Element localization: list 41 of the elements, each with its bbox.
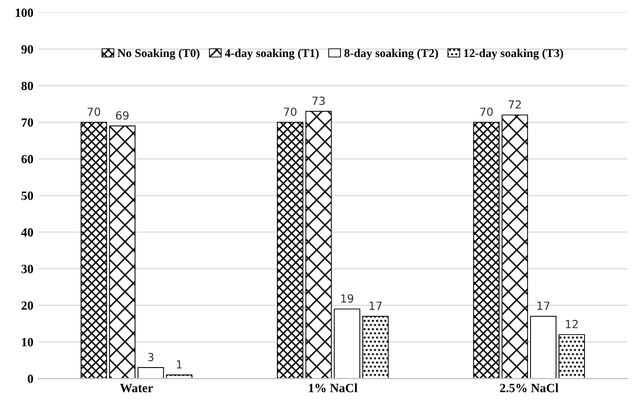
y-tick-label: 100	[16, 8, 34, 17]
y-tick-label: 80	[21, 82, 34, 90]
bar	[530, 316, 556, 379]
bar	[334, 308, 360, 379]
y-tick-label: 60	[21, 154, 34, 164]
legend-label: No Soaking (T0)	[118, 48, 200, 60]
data-label: 19	[341, 294, 354, 303]
legend-label: 12-day soaking (T3)	[464, 48, 564, 60]
x-tick-label: Water	[120, 384, 153, 392]
bar	[362, 316, 389, 379]
x-tick-label: 2.5% NaCl	[500, 383, 558, 392]
y-tick-label: 20	[22, 301, 34, 310]
data-label: 17	[370, 302, 382, 310]
bar	[276, 122, 304, 379]
legend-label: 8-day soaking (T2)	[344, 48, 438, 60]
data-label: 3	[148, 352, 154, 362]
y-tick-label: 10	[22, 338, 34, 346]
bar	[305, 110, 332, 379]
bar	[473, 122, 500, 379]
data-label: 73	[312, 96, 325, 105]
bar	[109, 126, 136, 379]
y-tick-label: 70	[22, 118, 34, 127]
bar	[80, 122, 108, 379]
y-tick-label: 90	[21, 45, 34, 54]
x-tick-label: 1% NaCl	[308, 383, 358, 392]
data-label: 17	[537, 302, 550, 310]
bar	[138, 367, 164, 379]
legend-label: 4-day soaking (T1)	[224, 48, 319, 60]
data-label: 70	[88, 108, 100, 116]
data-label: 69	[116, 111, 129, 120]
bar	[558, 334, 585, 379]
data-label: 70	[480, 108, 493, 116]
y-tick-label: 0	[28, 374, 34, 384]
bar	[502, 114, 528, 379]
data-label: 72	[508, 100, 521, 109]
y-tick-label: 40	[21, 228, 34, 237]
data-label: 1	[176, 360, 182, 368]
data-label: 70	[284, 108, 296, 116]
y-tick-label: 50	[22, 192, 34, 200]
y-tick-label: 30	[22, 264, 34, 274]
data-label: 12	[566, 320, 578, 328]
